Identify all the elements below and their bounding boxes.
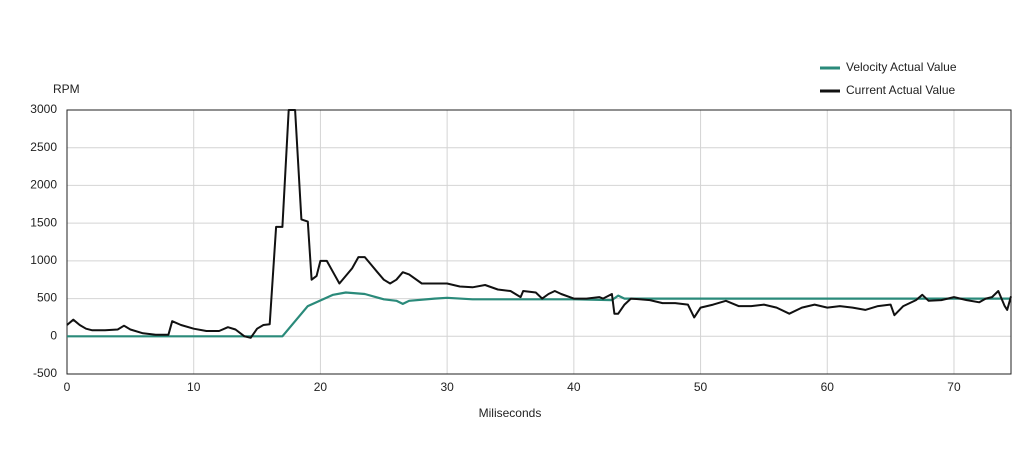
x-tick-label: 20 (314, 380, 328, 394)
x-tick-label: 50 (694, 380, 708, 394)
y-tick-label: 1000 (30, 253, 57, 267)
x-tick-label: 30 (440, 380, 454, 394)
plot-frame (66, 109, 1012, 375)
y-tick-label: 3000 (30, 102, 57, 116)
y-axis-label: RPM (53, 82, 80, 96)
x-tick-label: 0 (64, 380, 71, 394)
data-line (66, 109, 1012, 339)
y-tick-label: 500 (37, 291, 57, 305)
legend-label: Current Actual Value (846, 83, 955, 97)
x-axis-label: Miliseconds (479, 406, 542, 420)
y-tick-label: -500 (33, 366, 57, 380)
y-tick-label: 2000 (30, 178, 57, 192)
legend-label: Velocity Actual Value (846, 60, 957, 74)
y-tick-label: 1500 (30, 215, 57, 229)
x-tick-label: 70 (947, 380, 961, 394)
y-tick-label: 2500 (30, 140, 57, 154)
x-tick-label: 40 (567, 380, 581, 394)
x-tick-label: 10 (187, 380, 201, 394)
y-tick-label: 0 (50, 328, 57, 342)
x-tick-label: 60 (821, 380, 835, 394)
